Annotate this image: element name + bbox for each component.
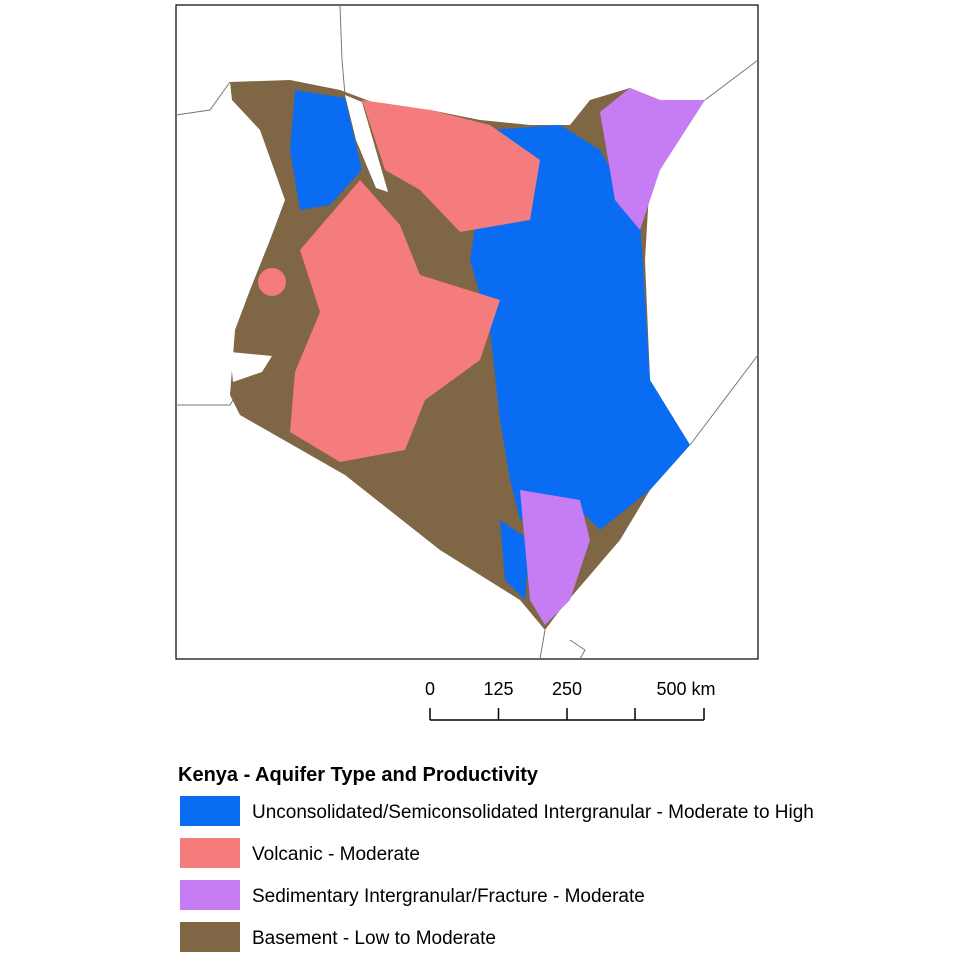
legend-swatch bbox=[180, 838, 240, 868]
legend-title: Kenya - Aquifer Type and Productivity bbox=[178, 764, 539, 786]
region-volcanic-central bbox=[290, 180, 500, 462]
legend-swatch bbox=[180, 796, 240, 826]
region-sedimentary-ne bbox=[600, 88, 705, 230]
scale-label: 0 bbox=[425, 679, 435, 699]
scale-label: 500 km bbox=[656, 679, 715, 699]
scale-label: 125 bbox=[483, 679, 513, 699]
region-volcanic-north bbox=[362, 100, 540, 232]
legend-swatch bbox=[180, 880, 240, 910]
legend-label: Unconsolidated/Semiconsolidated Intergra… bbox=[252, 802, 814, 823]
legend-label: Basement - Low to Moderate bbox=[252, 928, 496, 949]
region-unconsolidated-nw bbox=[290, 90, 362, 210]
legend-swatch bbox=[180, 922, 240, 952]
legend-label: Volcanic - Moderate bbox=[252, 844, 420, 865]
lake-victoria bbox=[230, 352, 272, 382]
region-unconsolidated-sw bbox=[500, 520, 530, 600]
region-unconsolidated bbox=[470, 125, 690, 530]
map bbox=[175, 4, 759, 660]
lake-turkana bbox=[345, 95, 388, 192]
legend-label: Sedimentary Intergranular/Fracture - Mod… bbox=[252, 886, 645, 907]
region-volcanic-west bbox=[258, 268, 286, 296]
scale-label: 250 bbox=[552, 679, 582, 699]
region-sedimentary-se bbox=[520, 490, 590, 625]
